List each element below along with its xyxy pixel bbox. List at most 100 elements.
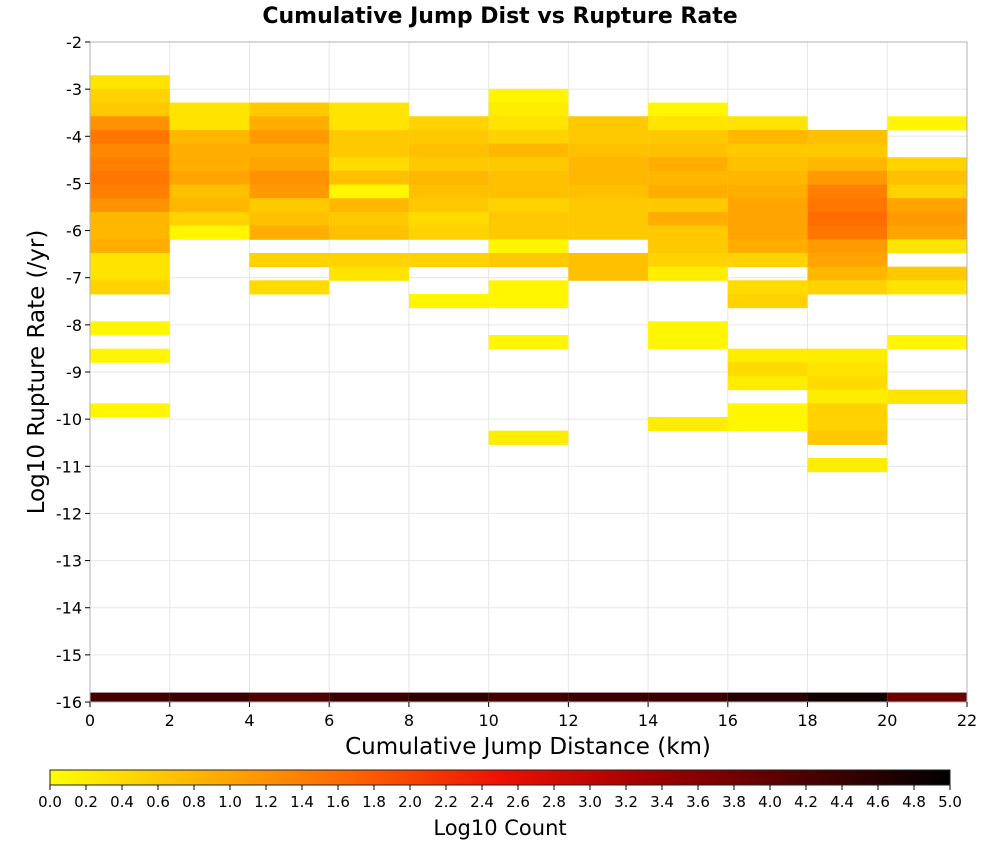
x-tick-label: 18 <box>797 711 817 730</box>
colorbar-tick-label: 3.0 <box>578 793 602 811</box>
heatmap-cell <box>169 692 250 702</box>
heatmap-cell <box>727 116 808 131</box>
heatmap-cell <box>807 143 888 158</box>
heatmap-cell <box>90 321 170 336</box>
heatmap-cell <box>648 692 728 702</box>
heatmap-cell <box>727 252 808 268</box>
heatmap-cell <box>249 198 330 213</box>
y-tick-label: -2 <box>66 33 82 52</box>
heatmap-cell <box>648 198 728 213</box>
heatmap-cell <box>568 211 649 227</box>
heatmap-cell <box>169 116 250 131</box>
heatmap-cell <box>249 280 330 295</box>
x-tick-label: 10 <box>478 711 498 730</box>
heatmap-cell <box>329 143 409 158</box>
y-tick-label: -15 <box>56 646 82 665</box>
heatmap-cell <box>648 334 728 350</box>
colorbar-tick-label: 3.4 <box>650 793 674 811</box>
heatmap-cell <box>90 157 170 172</box>
heatmap-cell <box>887 198 967 213</box>
heatmap-cell <box>169 211 250 227</box>
x-tick-label: 20 <box>877 711 897 730</box>
heatmap-cell <box>648 116 728 131</box>
heatmap-cell <box>887 116 967 131</box>
heatmap-cell <box>249 116 330 131</box>
heatmap-cell <box>887 692 967 702</box>
heatmap-cell <box>249 157 330 172</box>
y-tick-label: -11 <box>56 457 82 476</box>
heatmap-cell <box>648 102 728 117</box>
y-tick-label: -3 <box>66 80 82 99</box>
heatmap-cell <box>488 88 569 104</box>
heatmap-cell <box>648 129 728 145</box>
heatmap-cell <box>887 266 967 281</box>
heatmap-cell <box>568 184 649 199</box>
heatmap-cell <box>329 170 409 186</box>
heatmap-cell <box>249 211 330 227</box>
x-tick-label: 14 <box>638 711 658 730</box>
heatmap-cell <box>648 266 728 281</box>
heatmap-cell <box>488 252 569 268</box>
heatmap-cell <box>648 143 728 158</box>
heatmap-cell <box>488 129 569 145</box>
colorbar-tick-label: 0.2 <box>74 793 98 811</box>
heatmap-cell <box>249 225 330 240</box>
heatmap-cell <box>408 211 489 227</box>
heatmap-cell <box>488 239 569 254</box>
colorbar-tick-label: 2.6 <box>506 793 530 811</box>
heatmap-cell <box>648 170 728 186</box>
heatmap-cell <box>887 239 967 254</box>
heatmap-cell <box>90 75 170 90</box>
heatmap-cell <box>807 198 888 213</box>
heatmap-cell <box>807 157 888 172</box>
heatmap-cell <box>408 157 489 172</box>
heatmap-cell <box>329 266 409 281</box>
heatmap-cell <box>568 116 649 131</box>
x-tick-label: 6 <box>324 711 334 730</box>
heatmap-cell <box>488 225 569 240</box>
heatmap-cell <box>488 293 569 309</box>
colorbar-tick-label: 2.8 <box>542 793 566 811</box>
heatmap-cell <box>90 198 170 213</box>
heatmap-cell <box>90 239 170 254</box>
colorbar-tick-label: 3.6 <box>686 793 710 811</box>
heatmap-cell <box>727 280 808 295</box>
heatmap-cell <box>90 116 170 131</box>
x-tick-label: 16 <box>718 711 738 730</box>
heatmap-cell <box>807 389 888 404</box>
heatmap-cell <box>887 334 967 350</box>
colorbar-tick-label: 1.8 <box>362 793 386 811</box>
y-tick-label: -9 <box>66 363 82 382</box>
heatmap-cell <box>807 430 888 445</box>
heatmap-cell <box>727 362 808 377</box>
heatmap-cell <box>568 143 649 158</box>
heatmap-cell <box>90 692 170 702</box>
heatmap-cell <box>727 239 808 254</box>
heatmap-cell <box>488 170 569 186</box>
heatmap-cell <box>648 211 728 227</box>
heatmap-cell <box>169 129 250 145</box>
heatmap-cells <box>90 75 967 702</box>
heatmap-cell <box>887 170 967 186</box>
heatmap-cell <box>887 225 967 240</box>
heatmap-cell <box>249 102 330 117</box>
heatmap-cell <box>807 280 888 295</box>
heatmap-cell <box>408 198 489 213</box>
heatmap-cell <box>408 170 489 186</box>
heatmap-cell <box>648 252 728 268</box>
heatmap-cell <box>90 88 170 104</box>
heatmap-cell <box>329 252 409 268</box>
heatmap-cell <box>807 362 888 377</box>
x-tick-label: 12 <box>558 711 578 730</box>
heatmap-cell <box>807 417 888 432</box>
y-tick-label: -8 <box>66 316 82 335</box>
colorbar-tick-label: 4.4 <box>830 793 854 811</box>
heatmap-cell <box>568 225 649 240</box>
colorbar-tick-label: 0.4 <box>110 793 134 811</box>
heatmap-cell <box>568 266 649 281</box>
heatmap-cell <box>568 157 649 172</box>
heatmap-cell <box>807 376 888 391</box>
y-tick-label: -16 <box>56 693 82 712</box>
y-tick-label: -5 <box>66 174 82 193</box>
x-axis-ticks: 0 2 4 6 8 10 12 14 16 18 20 22 <box>85 702 977 730</box>
